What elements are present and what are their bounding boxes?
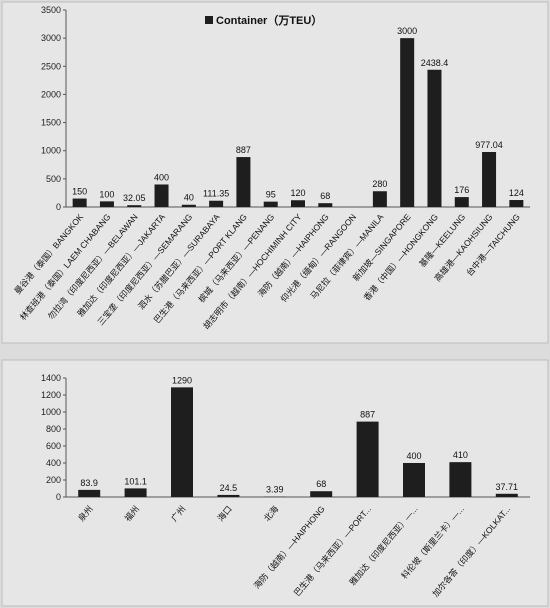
data-label: 280: [372, 179, 387, 189]
data-label: 977.04: [475, 140, 503, 150]
bar: [124, 488, 147, 497]
bar: [482, 152, 497, 207]
data-label: 887: [360, 410, 375, 420]
y-tick-label: 1400: [41, 373, 61, 383]
bar: [171, 387, 193, 497]
data-label: 68: [320, 191, 330, 201]
data-label: 40: [184, 193, 194, 203]
container-chart-top: 0 500 1000 1500 2000 2500 3000 3500 150 100 32.05…: [1, 1, 549, 344]
y-tick-label: 2500: [41, 61, 61, 71]
data-label: 2438.4: [421, 58, 449, 68]
bar: [181, 204, 196, 207]
data-label: 32.05: [123, 193, 146, 203]
data-label: 410: [453, 450, 468, 460]
bar: [217, 494, 240, 497]
data-label: 3.39: [266, 485, 284, 495]
data-label: 400: [154, 172, 169, 182]
data-label: 100: [99, 189, 114, 199]
bar: [509, 200, 524, 207]
data-label: 101.1: [124, 476, 147, 486]
data-label: 176: [454, 185, 469, 195]
y-tick-label: 3500: [41, 5, 61, 15]
y-tick-label: 200: [46, 475, 61, 485]
bar: [400, 38, 415, 208]
data-label: 3000: [397, 26, 417, 36]
container-chart-bottom: 0 200 400 600 800 1000 1200 1400 83.9 101.1 1290 2…: [1, 359, 549, 607]
y-tick-label: 3000: [41, 33, 61, 43]
data-label: 887: [236, 145, 251, 155]
y-tick-label: 2000: [41, 89, 61, 99]
legend-swatch: [205, 16, 213, 24]
y-tick-label: 400: [46, 458, 61, 468]
data-label: 400: [406, 451, 421, 461]
data-label: 124: [509, 188, 524, 198]
bar: [318, 203, 333, 207]
bar: [372, 191, 387, 207]
data-label: 120: [290, 188, 305, 198]
y-tick-label: 800: [46, 424, 61, 434]
bar: [403, 463, 425, 497]
y-tick-label: 1000: [41, 407, 61, 417]
bar: [495, 493, 518, 497]
bar: [236, 157, 251, 207]
data-label: 83.9: [80, 478, 98, 488]
bar: [154, 184, 169, 207]
bar: [263, 201, 278, 207]
legend-label: Container（万TEU）: [216, 14, 322, 27]
bar: [427, 69, 442, 207]
bar: [310, 491, 333, 497]
bar: [127, 205, 142, 207]
bar: [356, 421, 379, 497]
y-tick-label: 500: [46, 174, 61, 184]
y-tick-label: 1200: [41, 390, 61, 400]
bar: [291, 200, 305, 207]
data-label: 37.71: [496, 482, 519, 492]
bar: [72, 198, 87, 207]
data-label: 68: [316, 479, 326, 489]
y-tick-label: 0: [56, 202, 61, 212]
y-tick-label: 1500: [41, 118, 61, 128]
data-label: 150: [72, 187, 87, 197]
y-tick-label: 1000: [41, 146, 61, 156]
data-label: 1290: [172, 375, 192, 385]
y-tick-label: 0: [56, 492, 61, 502]
bar: [454, 197, 469, 207]
bar: [78, 489, 101, 497]
bar: [99, 201, 114, 207]
data-label: 95: [266, 190, 276, 200]
bar: [449, 462, 472, 497]
bar: [209, 200, 224, 207]
data-label: 24.5: [220, 483, 238, 493]
y-tick-label: 600: [46, 441, 61, 451]
data-label: 111.35: [203, 189, 229, 199]
